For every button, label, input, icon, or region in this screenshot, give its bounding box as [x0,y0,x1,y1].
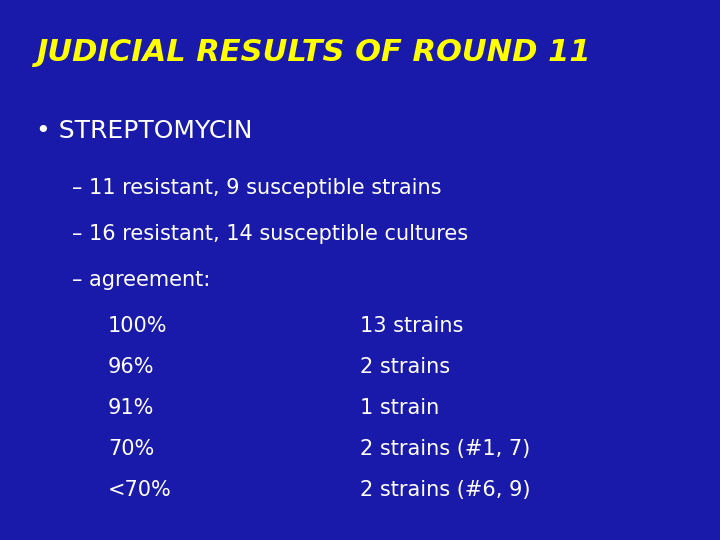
Text: JUDICIAL RESULTS OF ROUND 11: JUDICIAL RESULTS OF ROUND 11 [36,38,590,67]
Text: 2 strains (#1, 7): 2 strains (#1, 7) [360,439,530,459]
Text: – agreement:: – agreement: [72,270,210,290]
Text: • STREPTOMYCIN: • STREPTOMYCIN [36,119,253,143]
Text: – 11 resistant, 9 susceptible strains: – 11 resistant, 9 susceptible strains [72,178,441,198]
Text: 2 strains (#6, 9): 2 strains (#6, 9) [360,480,531,500]
Text: 91%: 91% [108,398,154,418]
Text: 96%: 96% [108,357,155,377]
Text: 13 strains: 13 strains [360,316,464,336]
Text: 1 strain: 1 strain [360,398,439,418]
Text: 100%: 100% [108,316,168,336]
Text: <70%: <70% [108,480,172,500]
Text: 70%: 70% [108,439,154,459]
Text: 2 strains: 2 strains [360,357,450,377]
Text: – 16 resistant, 14 susceptible cultures: – 16 resistant, 14 susceptible cultures [72,224,468,244]
